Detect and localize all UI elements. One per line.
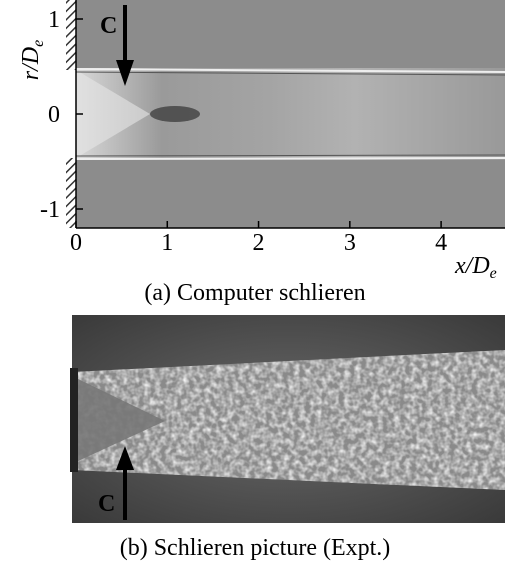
photo-image: [70, 315, 505, 523]
y-tick-label: 1: [48, 7, 60, 33]
x-axis-label: x/De: [454, 253, 497, 282]
x-tick-label: 0: [70, 230, 82, 256]
x-tick-label: 4: [435, 230, 447, 256]
x-tick-label: 1: [161, 230, 173, 256]
simulation-image: [66, 0, 505, 228]
y-label-sub: e: [30, 40, 47, 47]
x-tick-label: 2: [253, 230, 265, 256]
x-label-main: x/D: [454, 253, 490, 279]
annotation: C: [100, 13, 117, 39]
x-tick-label: 3: [344, 230, 356, 256]
figure: C r/De x/De (a) Computer schlieren C (b)…: [0, 0, 510, 571]
y-tick-label: -1: [40, 197, 60, 223]
y-axis-label: r/De: [18, 40, 47, 80]
y-tick-label: 0: [48, 102, 60, 128]
y-label-main: r/D: [18, 47, 44, 80]
caption: (b) Schlieren picture (Expt.): [120, 535, 391, 561]
caption: (a) Computer schlieren: [144, 280, 365, 306]
annotation: C: [98, 491, 115, 517]
x-label-sub: e: [490, 265, 497, 282]
